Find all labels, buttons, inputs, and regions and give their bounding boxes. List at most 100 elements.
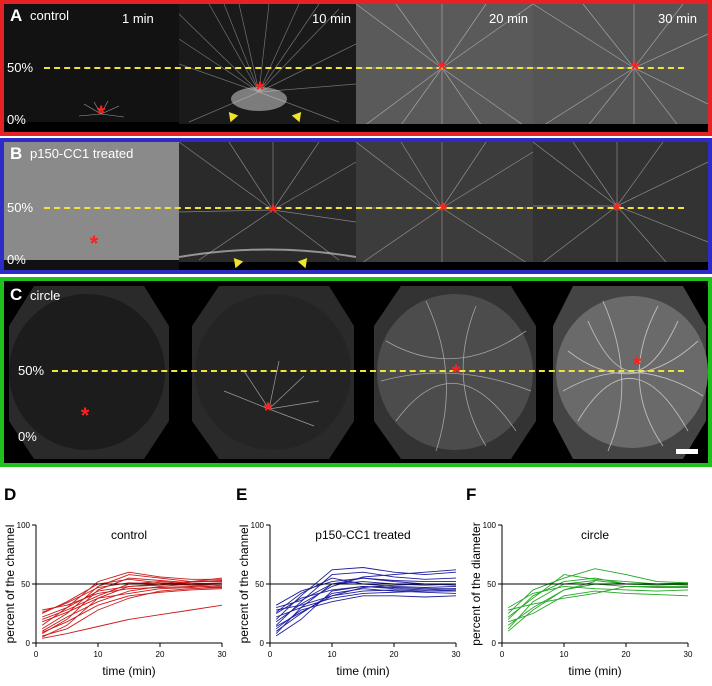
scale-bar [676,449,698,454]
chart-title: control [111,528,147,542]
series-line [275,588,457,632]
series-line [275,577,456,606]
series-line [275,595,457,630]
panel-letter: D [4,485,17,504]
series-line [275,567,457,620]
x-axis-label: time (min) [102,664,155,678]
series-line [276,581,457,609]
y-tick-label: 100 [483,521,497,530]
series-line [508,585,688,611]
centrosome-marker: * [268,200,278,225]
percent-label-0: 0% [7,252,26,267]
x-tick-label: 10 [328,650,337,659]
series-line [275,569,457,623]
circle-tile [366,281,544,463]
y-tick-label: 100 [17,521,31,530]
image-c-30min [548,281,708,463]
centrosome-marker: * [80,403,90,428]
panel-b: B p150-CC1 treated 50% 0% * * * * [0,138,712,274]
chart-p150-cc1: p150-CC1 treated 0 50 100 0 10 20 30 time (min) p… [237,521,461,678]
centrosome-marker: * [255,77,265,102]
series-line [42,585,223,611]
percent-label-0: 0% [18,429,37,444]
centrosome-marker: * [632,352,642,377]
x-axis-label: time (min) [568,664,621,678]
chart-circle: circle 0 50 100 0 10 20 30 time (min) percent of … [469,521,693,678]
circle-tile [4,281,179,463]
image-c-1min [4,281,179,463]
panel-title: p150-CC1 treated [30,146,134,161]
image-b-1min [4,142,179,270]
panel-title: circle [30,288,61,303]
centrosome-marker: * [438,198,448,223]
x-tick-label: 0 [500,650,505,659]
x-tick-label: 20 [156,650,165,659]
series-line [276,589,457,618]
time-label: 20 min [489,11,529,26]
series-line [275,585,457,637]
y-axis-label: percent of the channel [3,525,17,644]
series-line [42,577,223,618]
image-b-20min [356,142,533,270]
x-tick-label: 10 [560,650,569,659]
series-line [507,585,689,608]
centrosome-marker: * [630,57,640,82]
image-b-30min [533,142,708,270]
centrosome-marker: * [89,231,99,256]
image-b-10min [179,142,356,270]
panel-a: A control 1 min 10 min 20 min 30 min 50%… [0,0,712,136]
percent-label-0: 0% [7,112,26,127]
chart-title: circle [581,528,609,542]
panel-letter: B [10,144,23,163]
aster-tile [4,142,179,270]
y-tick-label: 0 [492,639,497,648]
image-c-10min [184,281,362,463]
series-line [42,587,223,637]
circle-tile [548,281,708,463]
series-line [42,604,223,639]
x-tick-label: 30 [684,650,693,659]
midline-guide [52,370,684,372]
centrosome-marker: * [612,198,622,223]
centrosome-marker: * [437,57,447,82]
series-line [275,571,457,626]
series-line [42,582,223,613]
panel-letter: C [10,285,23,304]
time-label: 10 min [312,11,352,26]
centrosome-marker: * [263,398,273,423]
y-axis-label: percent of the diameter [469,522,483,645]
x-tick-label: 0 [268,650,273,659]
x-axis-label: time (min) [336,664,389,678]
centrosome-marker: * [451,360,461,385]
centrosome-marker: * [96,101,106,126]
y-tick-label: 50 [487,580,496,589]
y-axis-label: percent of the channel [237,525,251,644]
panel-title: control [30,8,70,23]
y-tick-label: 50 [255,580,264,589]
x-tick-label: 0 [34,650,39,659]
panel-letter: A [10,6,23,25]
panel-letter: F [466,485,477,504]
aster-tile [356,142,533,270]
midline-guide [44,207,684,209]
panel-letter: E [236,485,248,504]
panel-c: C circle 50% 0% * * * * [0,277,712,467]
series-line [507,580,689,630]
y-tick-label: 0 [26,639,31,648]
x-tick-label: 20 [622,650,631,659]
y-tick-label: 0 [260,639,265,648]
y-tick-label: 50 [21,580,30,589]
percent-label-50: 50% [7,200,34,215]
chart-control: control 0 50 100 0 10 20 30 time (min) percent of… [3,521,227,678]
series-line [42,584,223,623]
series-line [42,588,223,633]
x-tick-label: 30 [452,650,461,659]
x-tick-label: 10 [94,650,103,659]
percent-label-50: 50% [7,60,34,75]
time-label: 30 min [658,11,698,26]
percent-label-50: 50% [18,363,45,378]
series-line [41,577,223,634]
y-tick-label: 100 [251,521,265,530]
chart-title: p150-CC1 treated [315,528,410,542]
time-label: 1 min [122,11,154,26]
